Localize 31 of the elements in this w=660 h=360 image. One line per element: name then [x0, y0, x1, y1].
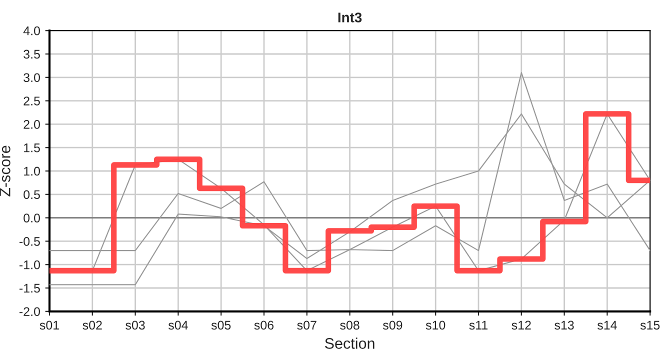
x-tick-label: s11 — [469, 320, 488, 330]
x-tick-label: s07 — [297, 320, 316, 330]
y-tick-label: -0.5 — [19, 237, 40, 246]
x-tick-label: s13 — [554, 320, 574, 330]
x-tick-label: s15 — [640, 320, 660, 330]
x-tick-label: s02 — [82, 320, 102, 330]
y-tick-label: 2.0 — [24, 120, 40, 129]
x-tick-label: s08 — [340, 320, 360, 330]
x-axis-title: Section — [325, 338, 374, 349]
x-tick-label: s05 — [211, 320, 231, 330]
x-tick-label: s04 — [168, 320, 188, 330]
y-tick-label: 1.0 — [24, 166, 40, 176]
x-tick-label: s03 — [126, 320, 145, 330]
y-tick-label: -1.0 — [19, 260, 40, 270]
y-tick-label: 2.5 — [24, 96, 40, 106]
y-tick-label: 0.0 — [24, 214, 40, 222]
x-tick-label: s09 — [382, 320, 402, 330]
x-tick-label: s06 — [254, 320, 274, 330]
chart-title: Int3 — [338, 12, 362, 22]
y-axis-title: Z-score — [0, 146, 10, 196]
x-tick-label: s01 — [40, 320, 59, 330]
y-tick-label: -2.0 — [19, 307, 40, 316]
y-tick-label: 4.0 — [23, 26, 40, 36]
y-tick-label: 0.5 — [24, 190, 40, 200]
x-tick-label: s14 — [597, 320, 617, 330]
y-tick-label: -1.5 — [19, 284, 40, 293]
y-tick-label: 3.5 — [24, 50, 40, 59]
x-tick-label: s10 — [426, 320, 446, 330]
y-tick-label: 3.0 — [24, 73, 40, 82]
x-tick-label: s12 — [512, 320, 531, 330]
y-tick-label: 1.5 — [24, 144, 40, 152]
